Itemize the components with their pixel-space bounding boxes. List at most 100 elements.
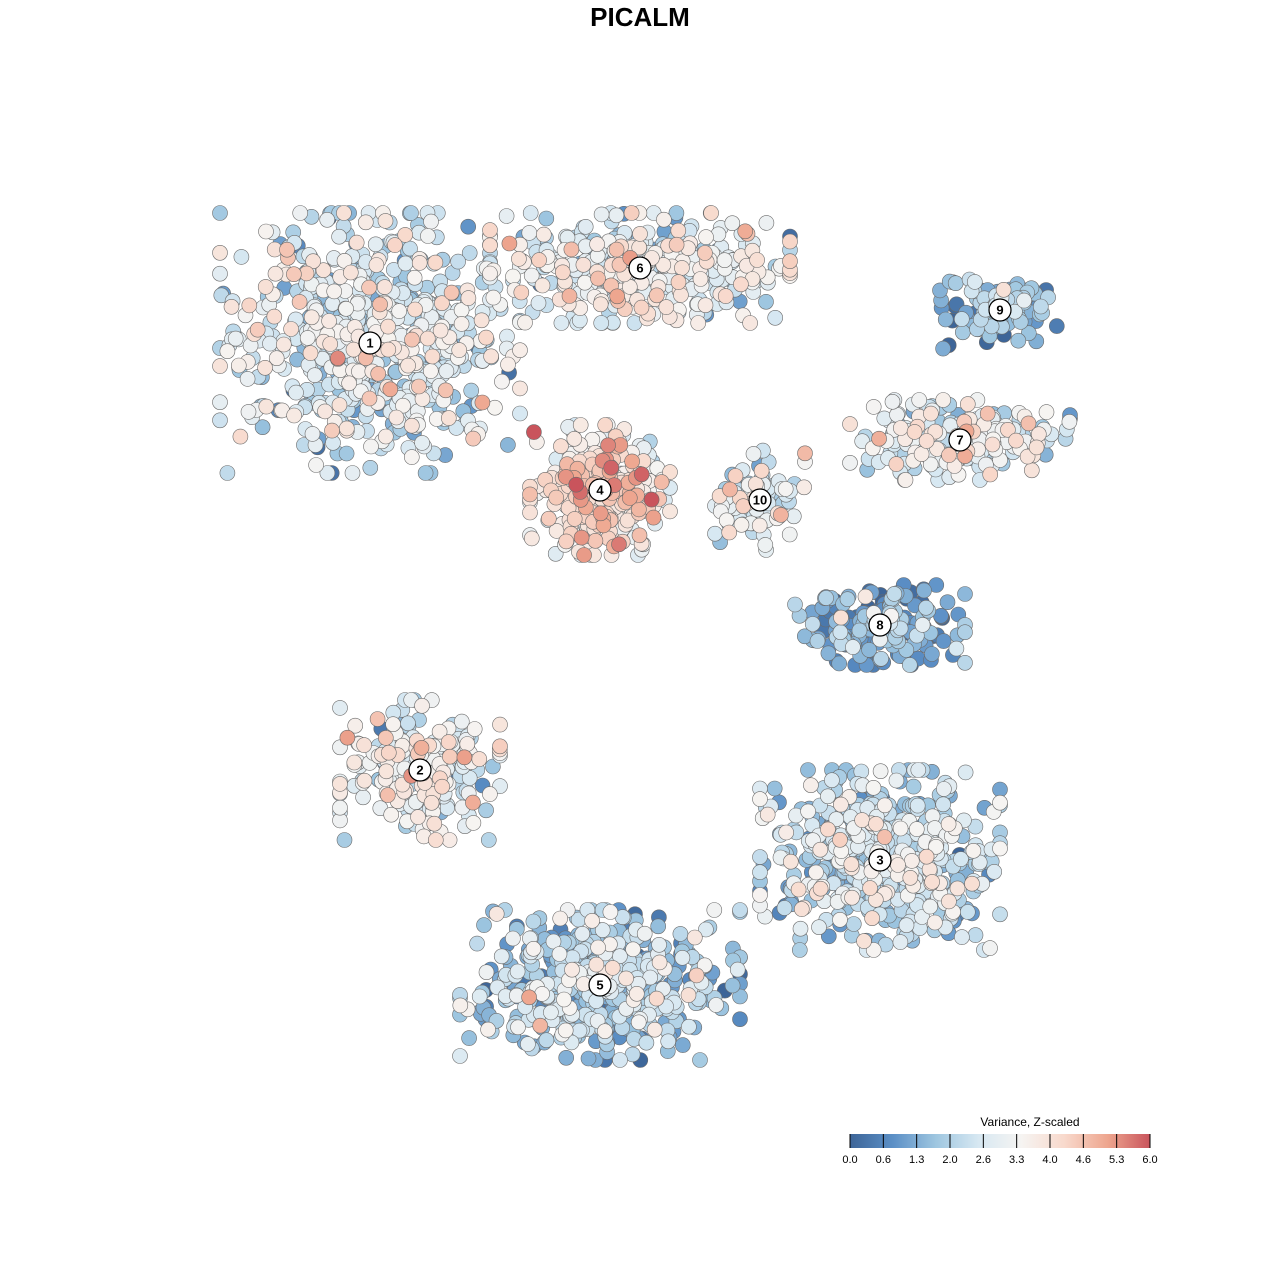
- scatter-point: [913, 446, 930, 462]
- scatter-point: [623, 205, 640, 221]
- scatter-point: [388, 409, 405, 426]
- scatter-point: [621, 490, 638, 506]
- scatter-point: [776, 900, 793, 916]
- scatter-point: [492, 716, 508, 733]
- scatter-point: [594, 922, 611, 938]
- scatter-point: [292, 205, 309, 221]
- scatter-point: [922, 898, 939, 915]
- scatter-point: [845, 916, 862, 932]
- scatter-point: [302, 345, 319, 361]
- scatter-point: [892, 934, 909, 950]
- scatter-point: [485, 758, 501, 775]
- scatter-point: [407, 301, 423, 318]
- scatter-point: [480, 832, 497, 848]
- scatter-point: [865, 942, 882, 958]
- scatter-point: [383, 806, 400, 823]
- scatter-point: [706, 902, 723, 918]
- scatter-point: [332, 799, 348, 816]
- scatter-point: [232, 428, 249, 445]
- scatter-point: [551, 946, 568, 962]
- scatter-point: [476, 917, 492, 933]
- scatter-point: [953, 851, 969, 867]
- scatter-point: [574, 925, 591, 942]
- scatter-point: [577, 219, 594, 235]
- scatter-point: [466, 721, 483, 737]
- scatter-point: [781, 526, 798, 543]
- scatter-point: [953, 311, 970, 327]
- scatter-point: [697, 297, 714, 314]
- scatter-point: [619, 512, 636, 529]
- legend-color-bar: [850, 1134, 1150, 1148]
- scatter-point: [391, 303, 408, 319]
- scatter-point: [240, 404, 257, 420]
- scatter-point: [597, 417, 614, 433]
- scatter-point: [631, 527, 648, 544]
- scatter-point: [658, 299, 675, 315]
- scatter-point: [212, 205, 228, 221]
- scatter-point: [1016, 292, 1032, 309]
- scatter-point: [625, 941, 641, 958]
- cluster-label-badge: [748, 488, 772, 512]
- scatter-point: [348, 234, 365, 251]
- scatter-point: [824, 772, 840, 789]
- scatter-point: [478, 329, 494, 346]
- scatter-point: [362, 459, 379, 476]
- scatter-point: [566, 511, 583, 527]
- scatter-point: [423, 213, 439, 230]
- scatter-point: [777, 481, 794, 497]
- cluster-label-3: 3: [868, 848, 892, 872]
- scatter-point: [346, 754, 363, 771]
- scatter-point: [377, 428, 394, 445]
- scatter-point: [966, 274, 983, 290]
- scatter-point: [231, 357, 247, 374]
- scatter-point: [566, 430, 583, 447]
- scatter-point: [538, 210, 555, 227]
- scatter-point: [471, 988, 488, 1005]
- scatter-point: [670, 274, 687, 290]
- scatter-point: [523, 530, 540, 547]
- scatter-point: [403, 417, 420, 434]
- scatter-point: [820, 821, 836, 838]
- cluster-label-8: 8: [868, 613, 892, 637]
- scatter-point: [670, 222, 687, 239]
- scatter-point: [602, 904, 619, 920]
- cluster-label-9: 9: [988, 298, 1012, 322]
- scatter-point: [724, 215, 741, 231]
- scatter-point: [453, 713, 470, 730]
- scatter-point: [698, 229, 714, 245]
- scatter-point: [440, 410, 457, 426]
- scatter-point: [608, 207, 625, 224]
- scatter-point: [831, 655, 848, 672]
- scatter-point: [992, 840, 1008, 857]
- scatter-point: [592, 505, 609, 522]
- cluster-label-7: 7: [948, 428, 972, 452]
- scatter-point: [427, 254, 444, 271]
- scatter-point: [812, 880, 829, 897]
- scatter-point: [498, 208, 515, 224]
- scatter-point: [540, 510, 557, 527]
- cluster-label-1: 1: [358, 331, 382, 355]
- legend-tick-label: 1.3: [909, 1154, 924, 1166]
- scatter-point: [1000, 421, 1016, 438]
- scatter-point: [668, 205, 685, 221]
- scatter-point: [820, 645, 837, 662]
- scatter-point: [782, 253, 798, 270]
- scatter-point: [558, 1050, 575, 1066]
- cluster-label-2: 2: [408, 758, 432, 782]
- scatter-point: [548, 489, 565, 506]
- cluster-label-text: 5: [596, 978, 603, 993]
- scatter-point: [995, 281, 1012, 298]
- scatter-point: [568, 476, 585, 493]
- scatter-point: [351, 363, 367, 380]
- scatter-point: [332, 776, 348, 792]
- scatter-point: [450, 253, 466, 270]
- scatter-point: [494, 373, 510, 390]
- scatter-point: [918, 848, 935, 865]
- scatter-point: [901, 657, 918, 673]
- scatter-point: [992, 906, 1008, 923]
- scatter-point: [532, 1017, 549, 1034]
- scatter-point: [653, 474, 670, 490]
- scatter-point: [315, 262, 332, 279]
- scatter-point: [422, 363, 439, 379]
- scatter-point: [355, 789, 371, 806]
